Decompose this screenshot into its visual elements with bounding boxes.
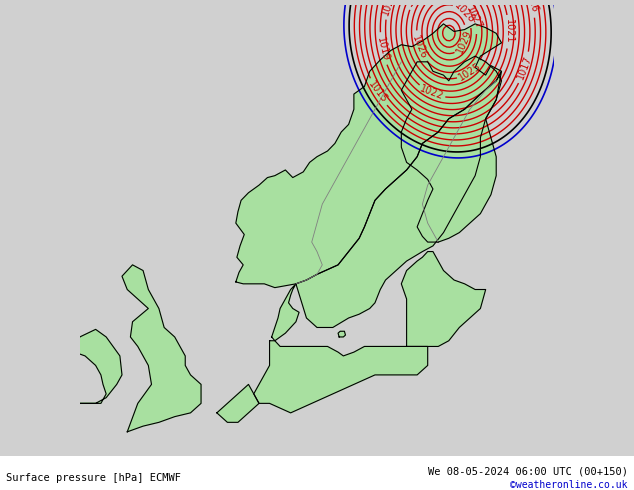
Polygon shape	[217, 384, 259, 422]
Text: 1017: 1017	[515, 54, 534, 81]
Text: 1019: 1019	[375, 36, 390, 62]
Text: 1015: 1015	[366, 80, 389, 105]
Polygon shape	[338, 331, 346, 337]
Text: ©weatheronline.co.uk: ©weatheronline.co.uk	[510, 480, 628, 490]
Text: ©weatheronline.co.uk: ©weatheronline.co.uk	[510, 480, 628, 490]
Polygon shape	[296, 72, 501, 327]
Polygon shape	[401, 251, 486, 346]
Polygon shape	[401, 56, 501, 242]
Polygon shape	[272, 284, 299, 341]
Text: 1016: 1016	[523, 0, 540, 14]
Polygon shape	[75, 329, 122, 403]
Text: 1020: 1020	[380, 0, 398, 17]
Text: 1021: 1021	[503, 20, 514, 44]
Text: We 08-05-2024 06:00 UTC (00+150): We 08-05-2024 06:00 UTC (00+150)	[428, 466, 628, 476]
Polygon shape	[122, 265, 201, 432]
Text: Surface pressure [hPa] ECMWF: Surface pressure [hPa] ECMWF	[6, 473, 181, 483]
Polygon shape	[236, 24, 501, 288]
Text: 1026: 1026	[410, 34, 429, 60]
Text: 1029: 1029	[455, 28, 474, 54]
Text: 1028: 1028	[453, 1, 477, 25]
Polygon shape	[254, 341, 428, 413]
Text: 1025: 1025	[456, 61, 483, 82]
Text: 1022: 1022	[418, 84, 445, 102]
Text: Surface pressure [hPa] ECMWF: Surface pressure [hPa] ECMWF	[6, 473, 181, 483]
Text: 1027: 1027	[464, 4, 484, 31]
Text: 1024: 1024	[405, 0, 429, 8]
Text: We 08-05-2024 06:00 UTC (00+150): We 08-05-2024 06:00 UTC (00+150)	[428, 466, 628, 476]
